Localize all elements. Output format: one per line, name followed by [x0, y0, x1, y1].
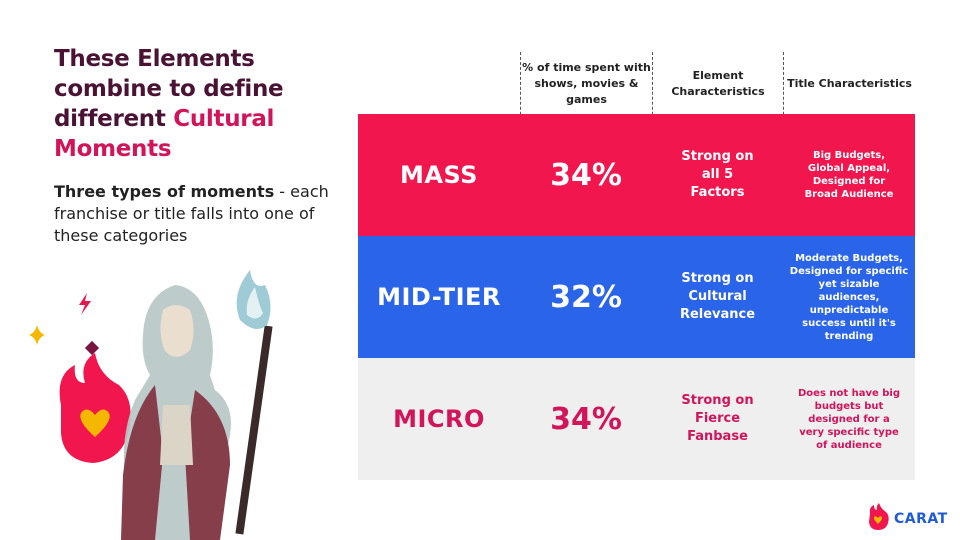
title-main: These Elements combine to define differe… [54, 46, 284, 132]
row-percent: 34% [550, 157, 622, 193]
header-time-spent: % of time spent with shows, movies & gam… [522, 61, 651, 106]
row-title-characteristics: Does not have big budgets but designed f… [797, 387, 901, 451]
diamond-icon [84, 340, 100, 356]
torch-staff [235, 270, 273, 535]
row-percent: 32% [550, 279, 622, 315]
lightning-icon [79, 293, 91, 315]
row-title-characteristics: Moderate Budgets, Designed for specific … [789, 252, 909, 342]
subtitle-rest: - each franchise or title falls into one… [54, 182, 329, 245]
row-name: MID-TIER [377, 283, 501, 311]
row-element-characteristics: Strong on Cultural Relevance [679, 271, 756, 322]
page-subtitle: Three types of moments - each franchise … [54, 181, 344, 247]
table-row-mid-tier: MID-TIER 32% Strong on Cultural Relevanc… [358, 236, 915, 358]
sparkle-icon [29, 325, 45, 345]
table-row-mass: MASS 34% Strong on all 5 Factors Big Bud… [358, 114, 915, 236]
subtitle-bold: Three types of moments [54, 182, 275, 201]
title-accent: Cultural Moments [54, 106, 275, 162]
row-title-characteristics: Big Budgets, Global Appeal, Designed for… [804, 150, 894, 200]
row-name: MICRO [393, 405, 485, 433]
table-row-micro: MICRO 34% Strong on Fierce Fanbase Does … [358, 358, 915, 480]
row-percent: 34% [550, 401, 622, 437]
carat-logo-icon [869, 503, 889, 530]
flame-heart-icon [59, 353, 131, 463]
carat-logo-text: CARAT [894, 511, 948, 527]
game-character-illustration [29, 270, 273, 540]
row-element-characteristics: Strong on Fierce Fanbase [681, 393, 754, 444]
header-title-characteristics: Title Characteristics [787, 77, 912, 90]
page-title: These Elements combine to define differe… [54, 44, 344, 164]
row-element-characteristics: Strong on all 5 Factors [681, 149, 754, 200]
character-figure [121, 285, 231, 540]
row-name: MASS [400, 161, 478, 189]
header-element-characteristics: Element Characteristics [671, 69, 765, 98]
